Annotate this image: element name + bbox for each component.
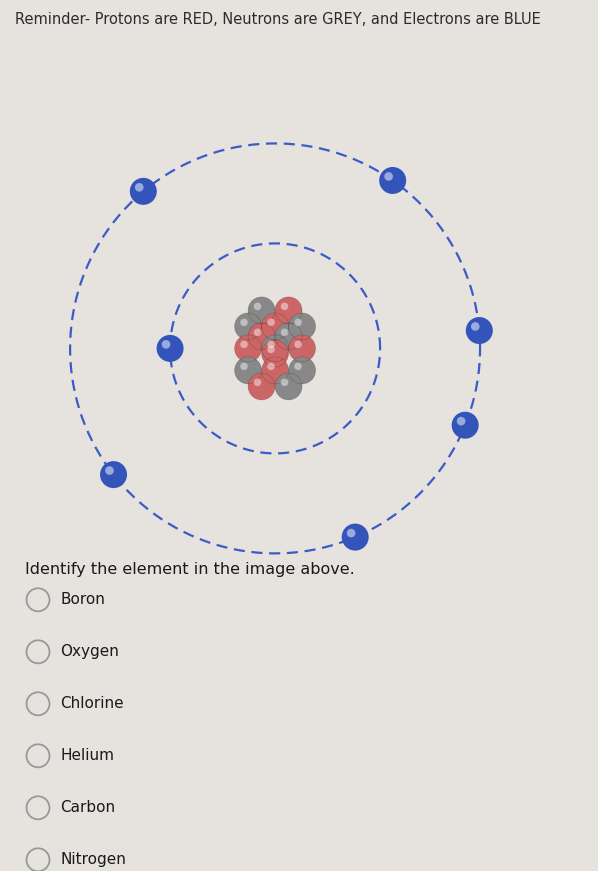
Circle shape — [139, 187, 152, 201]
Circle shape — [248, 323, 275, 350]
Text: Chlorine: Chlorine — [60, 696, 124, 712]
Circle shape — [261, 335, 289, 361]
Circle shape — [385, 172, 393, 181]
Circle shape — [275, 373, 302, 400]
Circle shape — [466, 317, 493, 344]
Circle shape — [248, 297, 275, 324]
Circle shape — [254, 328, 261, 336]
Circle shape — [105, 466, 114, 475]
Circle shape — [234, 335, 261, 361]
Circle shape — [289, 313, 316, 340]
Text: Carbon: Carbon — [60, 800, 115, 815]
Circle shape — [388, 177, 401, 190]
Text: Reminder- Protons are RED, Neutrons are GREY, and Electrons are BLUE: Reminder- Protons are RED, Neutrons are … — [15, 12, 541, 27]
Circle shape — [254, 302, 261, 310]
Circle shape — [240, 341, 248, 348]
Text: Boron: Boron — [60, 592, 105, 607]
Circle shape — [254, 379, 261, 386]
Circle shape — [267, 319, 275, 326]
Text: Nitrogen: Nitrogen — [60, 853, 126, 868]
Circle shape — [267, 362, 275, 370]
Text: Oxygen: Oxygen — [60, 645, 119, 659]
Circle shape — [289, 335, 316, 361]
Text: Identify the element in the image above.: Identify the element in the image above. — [25, 562, 355, 577]
Circle shape — [234, 357, 261, 384]
Circle shape — [471, 322, 480, 331]
Circle shape — [135, 183, 144, 192]
Circle shape — [267, 341, 275, 348]
Circle shape — [100, 461, 127, 488]
Circle shape — [347, 529, 355, 537]
Circle shape — [248, 373, 275, 400]
Circle shape — [261, 340, 289, 367]
Circle shape — [261, 357, 289, 384]
Circle shape — [379, 167, 406, 194]
Circle shape — [451, 412, 478, 439]
Circle shape — [234, 313, 261, 340]
Circle shape — [166, 344, 179, 358]
Circle shape — [280, 328, 288, 336]
Circle shape — [350, 533, 364, 547]
Circle shape — [294, 319, 302, 326]
Circle shape — [475, 327, 488, 340]
Circle shape — [261, 313, 289, 340]
Circle shape — [267, 346, 275, 353]
Circle shape — [289, 357, 316, 384]
Text: Helium: Helium — [60, 748, 114, 763]
Circle shape — [280, 302, 288, 310]
Circle shape — [130, 178, 157, 205]
Circle shape — [109, 470, 123, 484]
Circle shape — [275, 297, 302, 324]
Circle shape — [280, 379, 288, 386]
Circle shape — [240, 362, 248, 370]
Circle shape — [275, 323, 302, 350]
Circle shape — [294, 341, 302, 348]
Circle shape — [294, 362, 302, 370]
Circle shape — [161, 340, 170, 348]
Circle shape — [341, 523, 369, 550]
Circle shape — [157, 335, 184, 361]
Circle shape — [457, 417, 465, 425]
Circle shape — [460, 422, 474, 435]
Circle shape — [240, 319, 248, 326]
